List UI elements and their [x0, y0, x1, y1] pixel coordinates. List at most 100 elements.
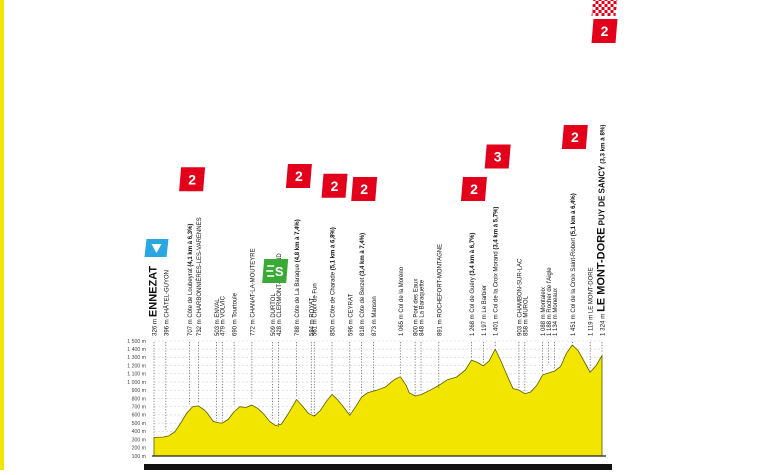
waypoint-alt: 1 324 m: [600, 312, 607, 336]
waypoint-climb: (3,4 km à 5,7%): [494, 207, 500, 252]
waypoint-alt: 1 197 m: [482, 313, 488, 336]
waypoint-alt: 1 065 m: [399, 313, 405, 336]
y-tick-label: 600 m: [132, 413, 146, 419]
waypoint-alt: 1 188 m: [547, 313, 553, 336]
waypoint-label-guery: 1 268 m Col de Guéry (3,4 km à 6,7%): [470, 233, 476, 336]
y-tick-label: 1 300 m: [127, 355, 146, 361]
waypoint-alt: 1 451 m: [571, 313, 577, 336]
badge-shape: [351, 177, 378, 201]
badge-shape: [285, 164, 312, 188]
y-tick-label: 800 m: [132, 396, 146, 402]
waypoint-alt: 1 119 m: [589, 313, 595, 336]
waypoint-alt: 891 m: [437, 318, 443, 336]
waypoint-alt: 1 401 m: [494, 313, 500, 336]
y-tick-label: 400 m: [132, 429, 146, 435]
start-flag-icon: [144, 239, 169, 257]
waypoint-label-croix-morand: 1 401 m Col de la Croix Morand (3,4 km à…: [494, 207, 500, 336]
waypoint-alt: 690 m: [233, 318, 239, 336]
climb-category: 3: [494, 149, 502, 165]
waypoint-name: MUROL: [523, 295, 529, 317]
waypoint-alt: 850 m: [331, 318, 337, 336]
start-arrow: [151, 244, 162, 253]
waypoint-name: CEYRAT: [348, 293, 354, 317]
waypoint-label-rocher-aigle: 1 188 m Rocher de l'Aigle: [547, 267, 553, 336]
waypoint-name: CHANAT-LA-MOUTEYRE: [250, 248, 256, 317]
waypoint-label-clermont: 428 m CLERMONT-FERRAND: [277, 253, 283, 336]
waypoint-name2: PUY DE SANCY: [598, 165, 607, 228]
checkered-flag: [591, 0, 618, 16]
y-tick-label: 900 m: [132, 388, 146, 394]
climb-badge-loubeyrat: 2: [179, 167, 206, 192]
y-tick-label: 1 500 m: [127, 339, 146, 345]
sprint-badge-shape: [262, 259, 289, 283]
x-axis-stub: [144, 464, 612, 470]
waypoint-climb: (4,8 km à 7,4%): [295, 219, 301, 264]
waypoint-label-chanat: 772 m CHANAT-LA-MOUTEYRE: [250, 248, 256, 336]
climb-category: 2: [601, 23, 609, 39]
climb-badge-baraque: 2: [285, 164, 312, 188]
waypoint-alt: 1 268 m: [470, 313, 476, 336]
waypoint-name: Côte de Loubeyrat: [188, 268, 194, 318]
waypoint-name: Côte de Charade: [331, 271, 337, 317]
y-tick-label: 200 m: [132, 446, 146, 452]
waypoint-name: Côte de Berzet: [360, 277, 366, 317]
y-tick-label: 300 m: [132, 437, 146, 443]
finish-flag-icon: [591, 0, 618, 16]
waypoint-label-montaleix: 1 088 m Montaleix: [541, 287, 547, 336]
waypoint-alt: 772 m: [250, 318, 256, 336]
waypoint-label-enval: 503 m ENVAL: [215, 298, 221, 336]
waypoint-label-baraquette: 848 m La Baraquette: [420, 279, 426, 336]
climb-badge-croix-st-robert: 2: [561, 125, 588, 149]
waypoint-name: CLERMONT-FERRAND: [277, 253, 283, 318]
waypoint-alt: 396 m: [164, 318, 170, 336]
waypoint-label-durtol: 509 m DURTOL: [271, 293, 277, 336]
waypoint-label-croix-st-robert: 1 451 m Col de la Croix Saint-Robert (5,…: [571, 193, 577, 336]
waypoint-alt: 732 m: [197, 318, 203, 336]
sprint-icon: S: [262, 259, 289, 283]
waypoint-name: Col de la Croix Saint-Robert: [571, 238, 577, 313]
waypoint-climb: (5,1 km à 6,8%): [331, 227, 337, 272]
waypoint-name: Montaleix: [541, 287, 547, 313]
climb-category: 2: [331, 178, 339, 194]
left-yellow-edge: [0, 0, 4, 470]
waypoint-alt: 818 m: [360, 318, 366, 336]
waypoint-climb: (3,4 km à 7,4%): [360, 233, 366, 278]
waypoint-name: Croix de Fun: [313, 283, 319, 317]
waypoint-alt: 428 m: [277, 318, 283, 336]
waypoint-label-royat: 584 m ROYAT: [310, 298, 316, 336]
waypoint-name: Tourtoule: [233, 292, 239, 317]
climb-badge-guery: 2: [460, 177, 487, 201]
sprint-speed-lines: [266, 265, 275, 277]
waypoint-name: ENNEZAT: [148, 266, 160, 317]
waypoint-alt: 509 m: [271, 318, 277, 336]
waypoint-name: Rocher de l'Aigle: [547, 267, 553, 313]
waypoint-alt: 800 m: [414, 318, 420, 336]
waypoint-climb: (5,1 km à 6,4%): [571, 193, 577, 238]
waypoint-alt: 503 m: [215, 318, 221, 336]
climb-badge-puy-sancy: 2: [591, 19, 618, 43]
y-tick-label: 500 m: [132, 421, 146, 427]
badge-shape: [321, 173, 348, 198]
badge-shape: [591, 19, 618, 43]
waypoint-label-le-mont-dore: 1 119 m LE MONT-DORE: [589, 267, 595, 336]
badge-shape: [484, 144, 511, 169]
waypoint-label-pont-eaux: 800 m Pont des Eaux: [414, 279, 420, 336]
waypoint-label-loubeyrat: 707 m Côte de Loubeyrat (4,1 km à 6,3%): [188, 224, 194, 336]
waypoint-label-ceyrat: 596 m CEYRAT: [348, 293, 354, 336]
waypoint-label-puy-sancy: 1 324 m LE MONT-DORE PUY DE SANCY (3,3 k…: [596, 125, 608, 336]
waypoint-name: Côte de La Baraque: [295, 263, 301, 317]
waypoint-name: LE MONT-DORE: [596, 228, 608, 312]
waypoint-label-barbier: 1 197 m Le Barbier: [482, 285, 488, 336]
waypoint-name: ROCHEFORT-MONTAGNE: [437, 244, 443, 318]
waypoint-label-manson: 873 m Manson: [372, 296, 378, 336]
profile-area: [153, 344, 603, 457]
waypoint-label-charade: 850 m Côte de Charade (5,1 km à 6,8%): [331, 227, 337, 336]
waypoint-alt: 707 m: [188, 318, 194, 336]
waypoint-label-baraque: 788 m Côte de La Baraque (4,8 km à 7,4%): [295, 219, 301, 336]
y-tick-label: 1 000 m: [127, 380, 146, 386]
waypoint-label-murol: 858 m MUROL: [523, 295, 529, 336]
climb-badge-berzet: 2: [351, 177, 378, 201]
sprint-letter: S: [275, 264, 284, 279]
waypoint-name: Col de la Moréno: [399, 266, 405, 312]
